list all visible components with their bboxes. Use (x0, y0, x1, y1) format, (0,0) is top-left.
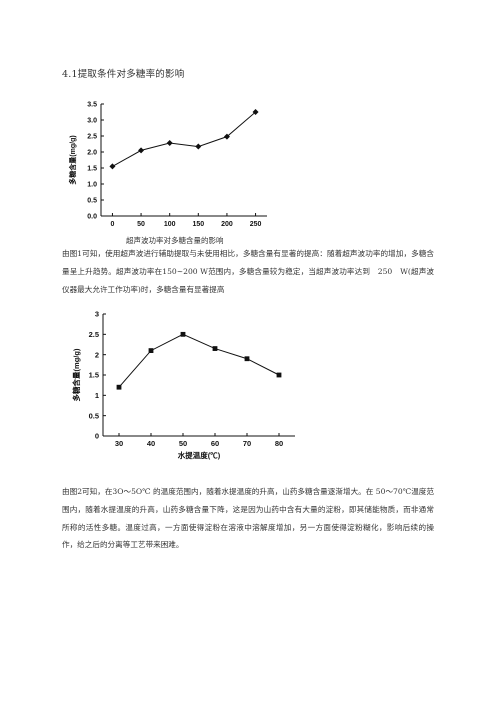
x-tick-label: 250 (250, 221, 262, 228)
y-tick-label: 2.5 (87, 134, 97, 141)
data-point (223, 133, 230, 140)
x-tick-label: 40 (147, 439, 155, 448)
paragraph-figure1: 由图1可知，使用超声波进行辅助提取与未使用相比，多糖含量有显著的提高：随着超声波… (62, 249, 434, 294)
x-tick-label: 50 (137, 221, 145, 228)
y-tick-label: 0.5 (87, 198, 97, 205)
x-tick-label: 150 (192, 221, 204, 228)
x-tick-label: 30 (115, 439, 123, 448)
y-tick-label: 1.5 (89, 371, 99, 380)
x-tick-label: 100 (164, 221, 176, 228)
x-tick-label: 60 (211, 439, 219, 448)
y-tick-label: 1.5 (87, 166, 97, 173)
y-tick-label: 3.0 (87, 118, 97, 125)
y-tick-label: 1.0 (87, 182, 97, 189)
data-point (180, 331, 186, 337)
y-tick-label: 0 (95, 432, 99, 441)
data-point (148, 348, 154, 353)
data-point (276, 372, 282, 378)
y-tick-label: 3 (95, 310, 99, 319)
data-point (252, 109, 259, 115)
y-axis-label: 多糖含量(mg/g) (68, 135, 77, 184)
y-tick-label: 2.5 (89, 330, 99, 339)
y-tick-label: 3.5 (87, 102, 97, 109)
figure1-caption: 超声波功率对多糖含量的影响 (126, 236, 224, 245)
y-axis-label: 多糖含量(mg/g) (71, 348, 81, 401)
y-tick-label: 2.0 (87, 150, 97, 157)
x-tick-label: 0 (110, 221, 114, 228)
y-tick-label: 0.5 (89, 411, 99, 420)
data-point (116, 384, 122, 390)
section-heading: 4.1提取条件对多糖率的影响 (62, 69, 185, 80)
y-tick-label: 1 (95, 391, 99, 400)
y-tick-label: 0.0 (87, 214, 97, 221)
series-line (112, 111, 256, 167)
paragraph-figure2: 由图2可知，在3O～5O℃ 的温度范围内，随着水提温度的升高，山药多糖含量逐渐增… (62, 487, 434, 550)
x-tick-label: 200 (221, 221, 233, 228)
x-axis-label: 水提温度(℃) (178, 450, 221, 460)
series-line (118, 333, 280, 388)
data-point (109, 163, 116, 170)
x-tick-label: 80 (275, 439, 283, 448)
x-tick-label: 50 (179, 439, 187, 448)
data-point (166, 140, 173, 147)
y-tick-label: 2 (95, 350, 99, 359)
x-tick-label: 70 (243, 439, 251, 448)
data-point (195, 143, 202, 150)
data-point (138, 147, 145, 154)
data-point (212, 346, 218, 351)
data-point (244, 356, 250, 362)
